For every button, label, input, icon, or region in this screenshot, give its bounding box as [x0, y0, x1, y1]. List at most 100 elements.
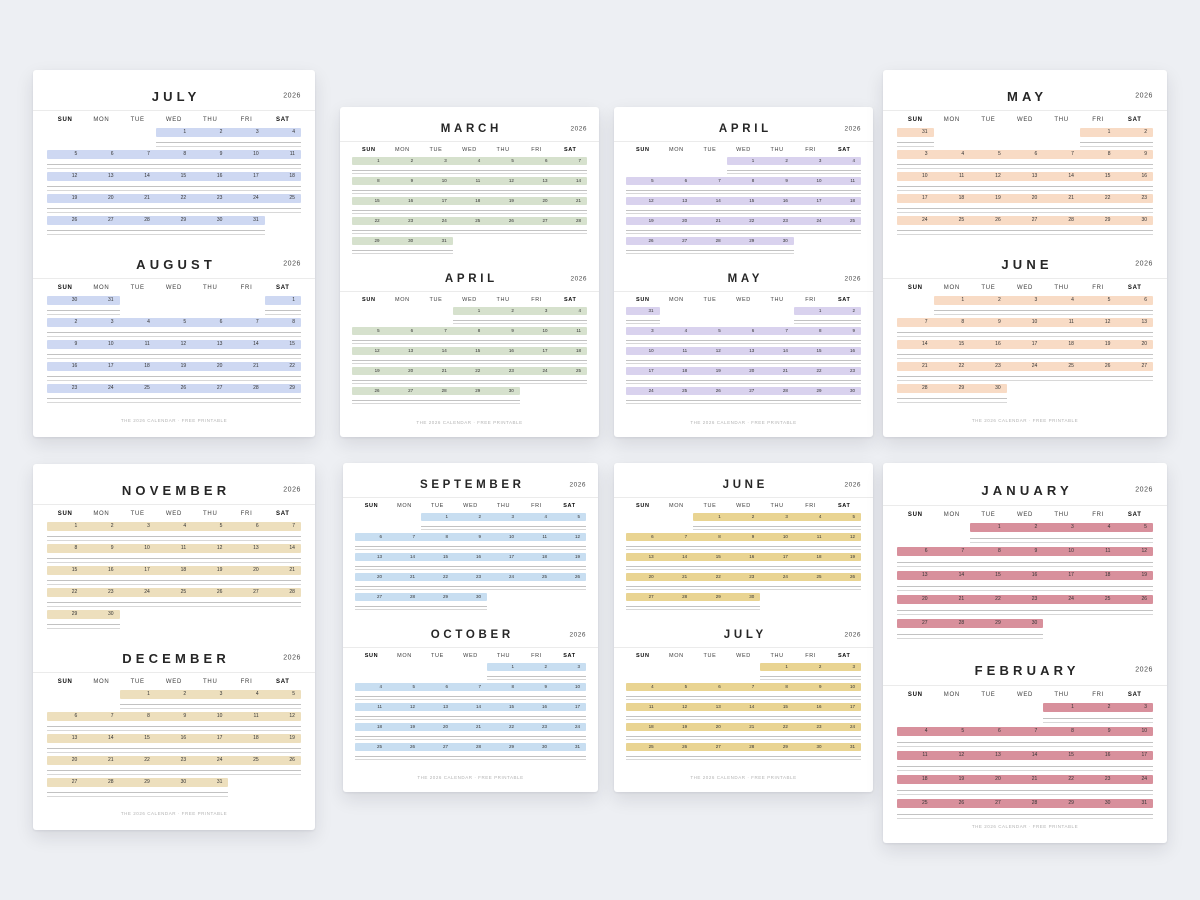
- month-header: APRIL 2026: [352, 267, 587, 291]
- week-row: 1 2 3 4: [352, 307, 587, 327]
- date-cell: 31: [253, 217, 259, 223]
- date-cell: 11: [922, 752, 928, 758]
- date-cell: 9: [511, 328, 514, 333]
- note-line: [47, 774, 301, 775]
- note-line: [264, 310, 301, 311]
- date-cell: 15: [782, 704, 788, 709]
- note-line: [452, 320, 587, 321]
- date-cell: 26: [216, 589, 223, 595]
- date-cell: 20: [648, 574, 654, 579]
- weekday-label: MON: [668, 652, 684, 659]
- date-cell: 19: [850, 554, 856, 559]
- date-cell: 24: [850, 724, 856, 729]
- date-cell: 31: [922, 129, 928, 135]
- date-cell: 26: [1141, 596, 1148, 602]
- note-line: [626, 759, 861, 760]
- note-line: [897, 376, 1153, 377]
- date-cell: 10: [108, 341, 114, 347]
- date-cell: 7: [110, 713, 114, 719]
- date-cell: 19: [374, 368, 380, 373]
- date-cell: 5: [219, 523, 223, 529]
- month-title: MAY: [1006, 88, 1048, 104]
- month-header: JUNE 2026: [897, 250, 1153, 278]
- date-cell: 2: [818, 664, 822, 669]
- week-highlight-bar: 4 5 6 7 8 9 10: [897, 727, 1153, 736]
- note-line: [626, 210, 861, 211]
- week-highlight-bar: 15 16 17 18 19 20 21: [352, 197, 587, 205]
- date-cell: 16: [1104, 752, 1111, 758]
- weekday-label: MON: [93, 510, 110, 517]
- note-line: [626, 546, 861, 547]
- weekday-label: SUN: [907, 511, 923, 518]
- date-cell: 3: [852, 664, 855, 669]
- date-cell: 29: [475, 388, 481, 393]
- date-cell: 9: [478, 534, 481, 539]
- date-cell: 20: [715, 724, 721, 729]
- date-cell: 21: [682, 574, 688, 579]
- week-highlight-bar: 4 5 6 7 8 9 10: [355, 683, 586, 691]
- date-cell: 30: [782, 238, 788, 243]
- weekday-label: FRI: [240, 116, 253, 123]
- note-line: [47, 540, 301, 541]
- week-row: 1 2 3 4 5: [355, 513, 586, 533]
- date-cell: 30: [816, 744, 822, 749]
- note-line: [47, 628, 120, 629]
- date-cell: 23: [816, 724, 822, 729]
- note-line: [897, 746, 1153, 747]
- weekday-label: MON: [397, 652, 412, 659]
- month-year: 2026: [283, 92, 301, 100]
- week-row: 9 10 11 12 13 14 15: [47, 340, 301, 362]
- weekday-label: TUE: [981, 284, 996, 291]
- weekday-label: MON: [397, 502, 412, 509]
- date-cell: 7: [578, 158, 582, 163]
- weekday-label: TUE: [431, 502, 444, 509]
- date-cell: 27: [1141, 363, 1148, 369]
- date-cell: 7: [147, 151, 150, 157]
- date-cell: 29: [816, 388, 822, 393]
- week-row: 18 19 20 21 22 23 24: [626, 723, 861, 743]
- weekday-label: TUE: [981, 116, 996, 123]
- note-line: [626, 606, 761, 607]
- note-line: [897, 332, 1153, 333]
- date-cell: 22: [289, 363, 295, 369]
- date-cell: 5: [1107, 297, 1111, 303]
- weekday-label: THU: [203, 510, 218, 517]
- date-cell: 2: [183, 691, 187, 697]
- date-cell: 8: [377, 178, 380, 183]
- date-cell: 6: [110, 151, 114, 157]
- header-divider: [340, 291, 599, 292]
- date-cell: 13: [542, 178, 548, 183]
- note-line: [897, 586, 1153, 587]
- date-cell: 19: [995, 195, 1001, 201]
- date-cell: 7: [412, 534, 415, 539]
- date-cell: 21: [922, 363, 928, 369]
- note-line: [352, 250, 453, 251]
- month-header: SEPTEMBER 2026: [355, 473, 586, 497]
- week-highlight-bar: 1: [264, 296, 301, 305]
- date-cell: 24: [648, 388, 654, 393]
- date-cell: 30: [408, 238, 414, 243]
- date-cell: 3: [511, 514, 514, 519]
- date-cell: 12: [682, 704, 688, 709]
- date-cell: 30: [749, 594, 755, 599]
- date-cell: 30: [850, 388, 856, 393]
- weekday-label: SAT: [837, 296, 851, 303]
- date-cell: 26: [682, 744, 688, 749]
- date-cell: 19: [216, 567, 223, 573]
- weekday-label: SAT: [1127, 284, 1142, 291]
- weekday-label: THU: [203, 116, 218, 123]
- week-row: 25 26 27 28 29 30 31: [897, 799, 1153, 823]
- note-line: [47, 336, 301, 337]
- weekday-label: SAT: [563, 146, 577, 153]
- date-cell: 26: [995, 217, 1001, 223]
- week-highlight-bar: 30 31: [47, 296, 120, 305]
- date-cell: 14: [1031, 752, 1038, 758]
- week-row: 27 28 29 30: [897, 619, 1153, 643]
- date-cell: 13: [648, 554, 654, 559]
- month-title: JANUARY: [981, 482, 1073, 498]
- week-highlight-bar: 27 28 29 30: [626, 593, 761, 601]
- date-cell: 23: [782, 218, 788, 223]
- date-cell: 5: [718, 328, 721, 333]
- date-cell: 27: [108, 217, 114, 223]
- date-cell: 15: [816, 348, 822, 353]
